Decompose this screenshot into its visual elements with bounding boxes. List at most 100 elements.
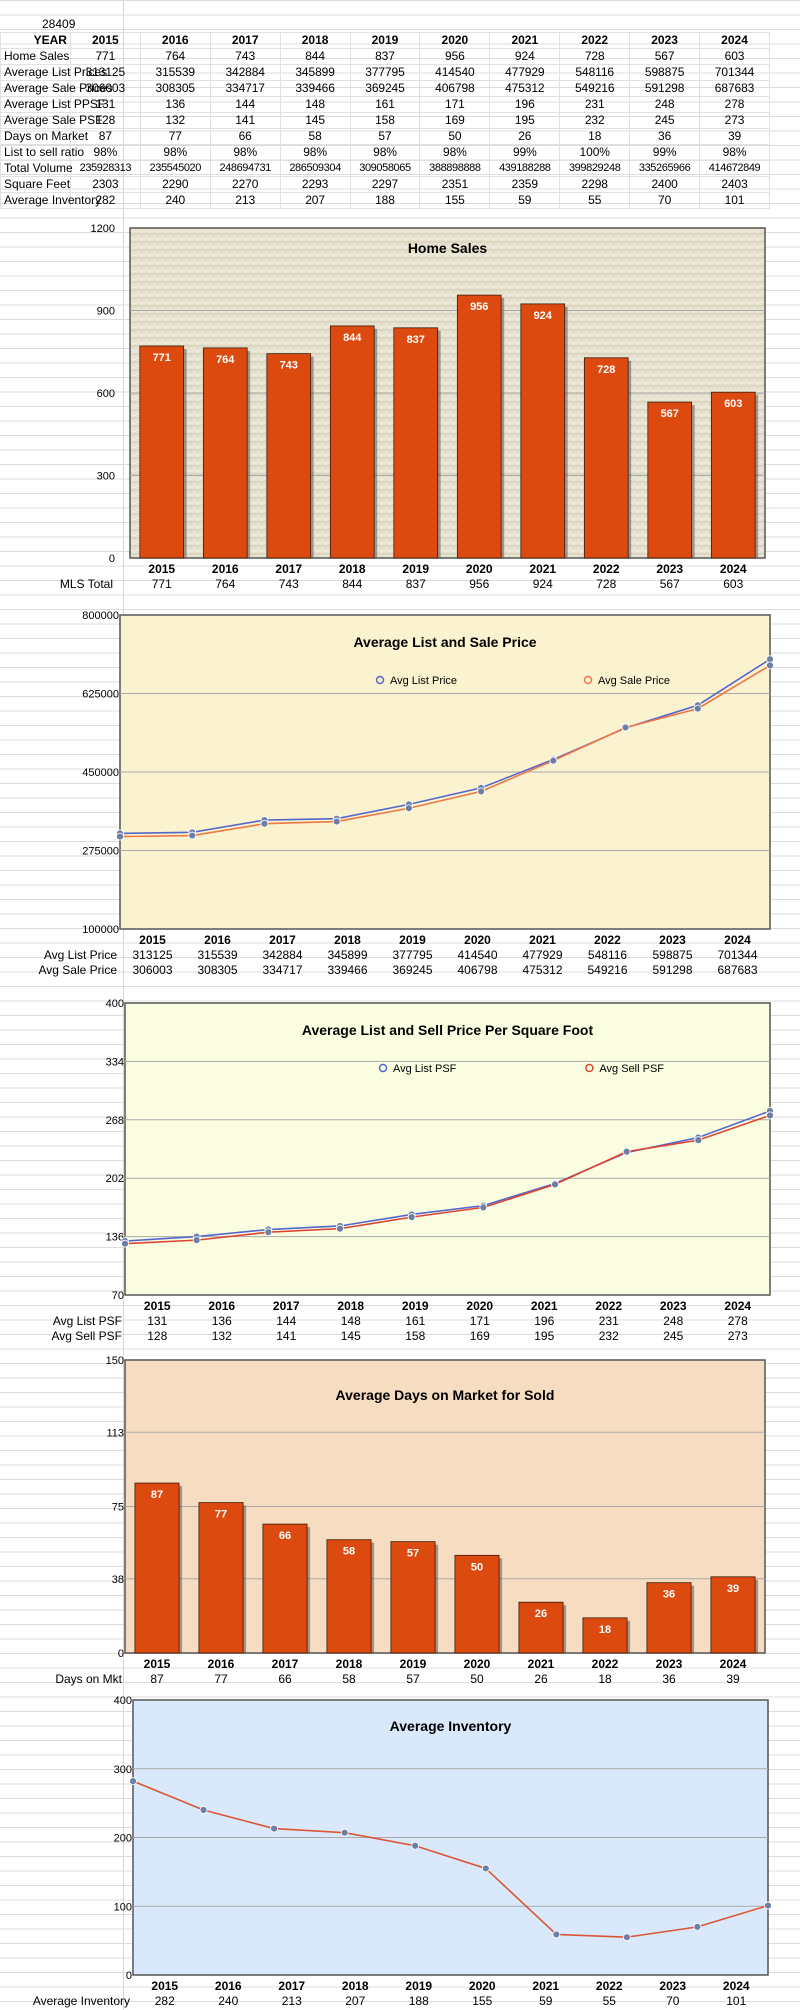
row-value: 59 [539, 1994, 553, 2008]
data-point [270, 1824, 279, 1833]
row-value: 232 [599, 1329, 619, 1343]
x-tick-label: 2019 [402, 1299, 429, 1313]
table-cell: 59 [489, 192, 561, 209]
row-value: 128 [147, 1329, 167, 1343]
row-value: 196 [534, 1314, 554, 1328]
bar [202, 347, 248, 559]
row-value: 195 [534, 1329, 554, 1343]
legend-marker [375, 675, 385, 685]
row-value: 764 [215, 577, 235, 590]
series-line [119, 664, 771, 838]
table-cell: 2400 [629, 176, 701, 193]
row-value: 477929 [522, 948, 562, 962]
x-tick-label: 2021 [529, 562, 556, 576]
bar [262, 1523, 308, 1654]
legend-label: Avg List PSF [393, 1063, 457, 1075]
x-tick-label: 2020 [469, 1979, 496, 1993]
x-tick-label: 2017 [275, 562, 302, 576]
year-header: 2016 [139, 32, 211, 49]
table-cell: 406798 [419, 80, 491, 97]
x-tick-label: 2015 [144, 1299, 171, 1313]
data-point [766, 1111, 774, 1120]
x-tick-label: 2022 [596, 1979, 623, 1993]
row-label: Average Sale Prices [0, 80, 113, 97]
table-cell: 837 [349, 48, 421, 65]
x-tick-label: 2020 [464, 1657, 491, 1671]
table-cell: 50 [419, 128, 491, 145]
table-cell: 66 [209, 128, 281, 145]
table-cell: 240 [139, 192, 211, 209]
x-tick-label: 2022 [593, 562, 620, 576]
table-cell: 764 [139, 48, 211, 65]
row-value: 345899 [327, 948, 367, 962]
table-cell: 771 [69, 48, 141, 65]
row-label: Average Sale PSF [0, 112, 103, 129]
data-point [622, 1933, 631, 1942]
year-header: 2017 [209, 32, 281, 49]
table-cell: 2303 [69, 176, 141, 193]
x-tick-label: 2023 [659, 1979, 686, 1993]
price-per-sqft-chart: 70 136 202 268 334 400 Average List and Sell P… [52, 998, 774, 1343]
row-value: 771 [152, 577, 172, 590]
row-label: Total Volume [0, 160, 73, 177]
plot-area [124, 1002, 771, 1296]
row-value: 169 [470, 1329, 490, 1343]
bar-value-label: 771 [153, 352, 171, 364]
table-cell: 99% [629, 144, 701, 161]
days-on-market-chart: 0 38 75 113 150 Average Days on Market for So… [55, 1355, 766, 1686]
table-cell: 315539 [139, 64, 211, 81]
table-cell: 701344 [699, 64, 770, 81]
row-value: 57 [406, 1672, 420, 1686]
data-point [332, 817, 341, 826]
y-tick-label: 625000 [82, 689, 119, 701]
table-cell: 98% [699, 144, 770, 161]
legend-marker [378, 1063, 388, 1073]
table-row: Total Volume 235928313 235545020 248694731 2… [0, 160, 770, 177]
row-value: 377795 [392, 948, 432, 962]
table-cell: 26 [489, 128, 561, 145]
table-cell: 475312 [489, 80, 561, 97]
table-cell: 844 [279, 48, 351, 65]
row-label: Avg List Price [44, 948, 117, 962]
bar-value-label: 603 [724, 398, 742, 410]
data-point [552, 1930, 561, 1939]
bar-value-label: 956 [470, 301, 488, 313]
table-cell: 567 [629, 48, 701, 65]
data-point [192, 1236, 201, 1245]
row-label: MLS Total [60, 577, 113, 590]
x-tick-label: 2017 [269, 933, 296, 947]
x-tick-label: 2015 [151, 1979, 178, 1993]
avg-list-sale-price-chart: 100000 275000 450000 625000 800000 Average Li… [39, 610, 774, 977]
table-cell: 924 [489, 48, 561, 65]
row-value: 701344 [717, 948, 757, 962]
bar-value-label: 844 [343, 332, 362, 344]
y-tick-label: 136 [106, 1232, 124, 1244]
year-header: 2019 [349, 32, 421, 49]
bar [134, 1482, 180, 1654]
bar [456, 294, 502, 559]
x-tick-label: 2024 [724, 933, 751, 947]
table-cell: 687683 [699, 80, 770, 97]
y-tick-label: 400 [114, 1695, 132, 1707]
data-point [622, 1147, 631, 1156]
row-value: 136 [212, 1314, 232, 1328]
row-value: 55 [603, 1994, 617, 2008]
table-cell: 169 [419, 112, 491, 129]
x-tick-label: 2022 [594, 933, 621, 947]
x-tick-label: 2015 [144, 1657, 171, 1671]
table-row: Average Sale Prices 306003 308305 334717 339… [0, 80, 770, 97]
data-point [694, 1136, 703, 1145]
x-tick-label: 2021 [532, 1979, 559, 1993]
table-cell: 439188288 [489, 160, 561, 177]
table-cell: 231 [559, 96, 631, 113]
chart-title: Home Sales [408, 240, 488, 256]
chart-title: Average List and Sell Price Per Square F… [302, 1022, 594, 1038]
row-label: Avg Sale Price [39, 963, 118, 977]
y-tick-label: 800000 [82, 610, 119, 622]
table-cell: 98% [279, 144, 351, 161]
y-tick-label: 450000 [82, 767, 119, 779]
year-header: 2024 [699, 32, 770, 49]
table-cell: 309058065 [349, 160, 421, 177]
data-point [336, 1224, 344, 1233]
table-cell: 235928313 [69, 160, 141, 177]
